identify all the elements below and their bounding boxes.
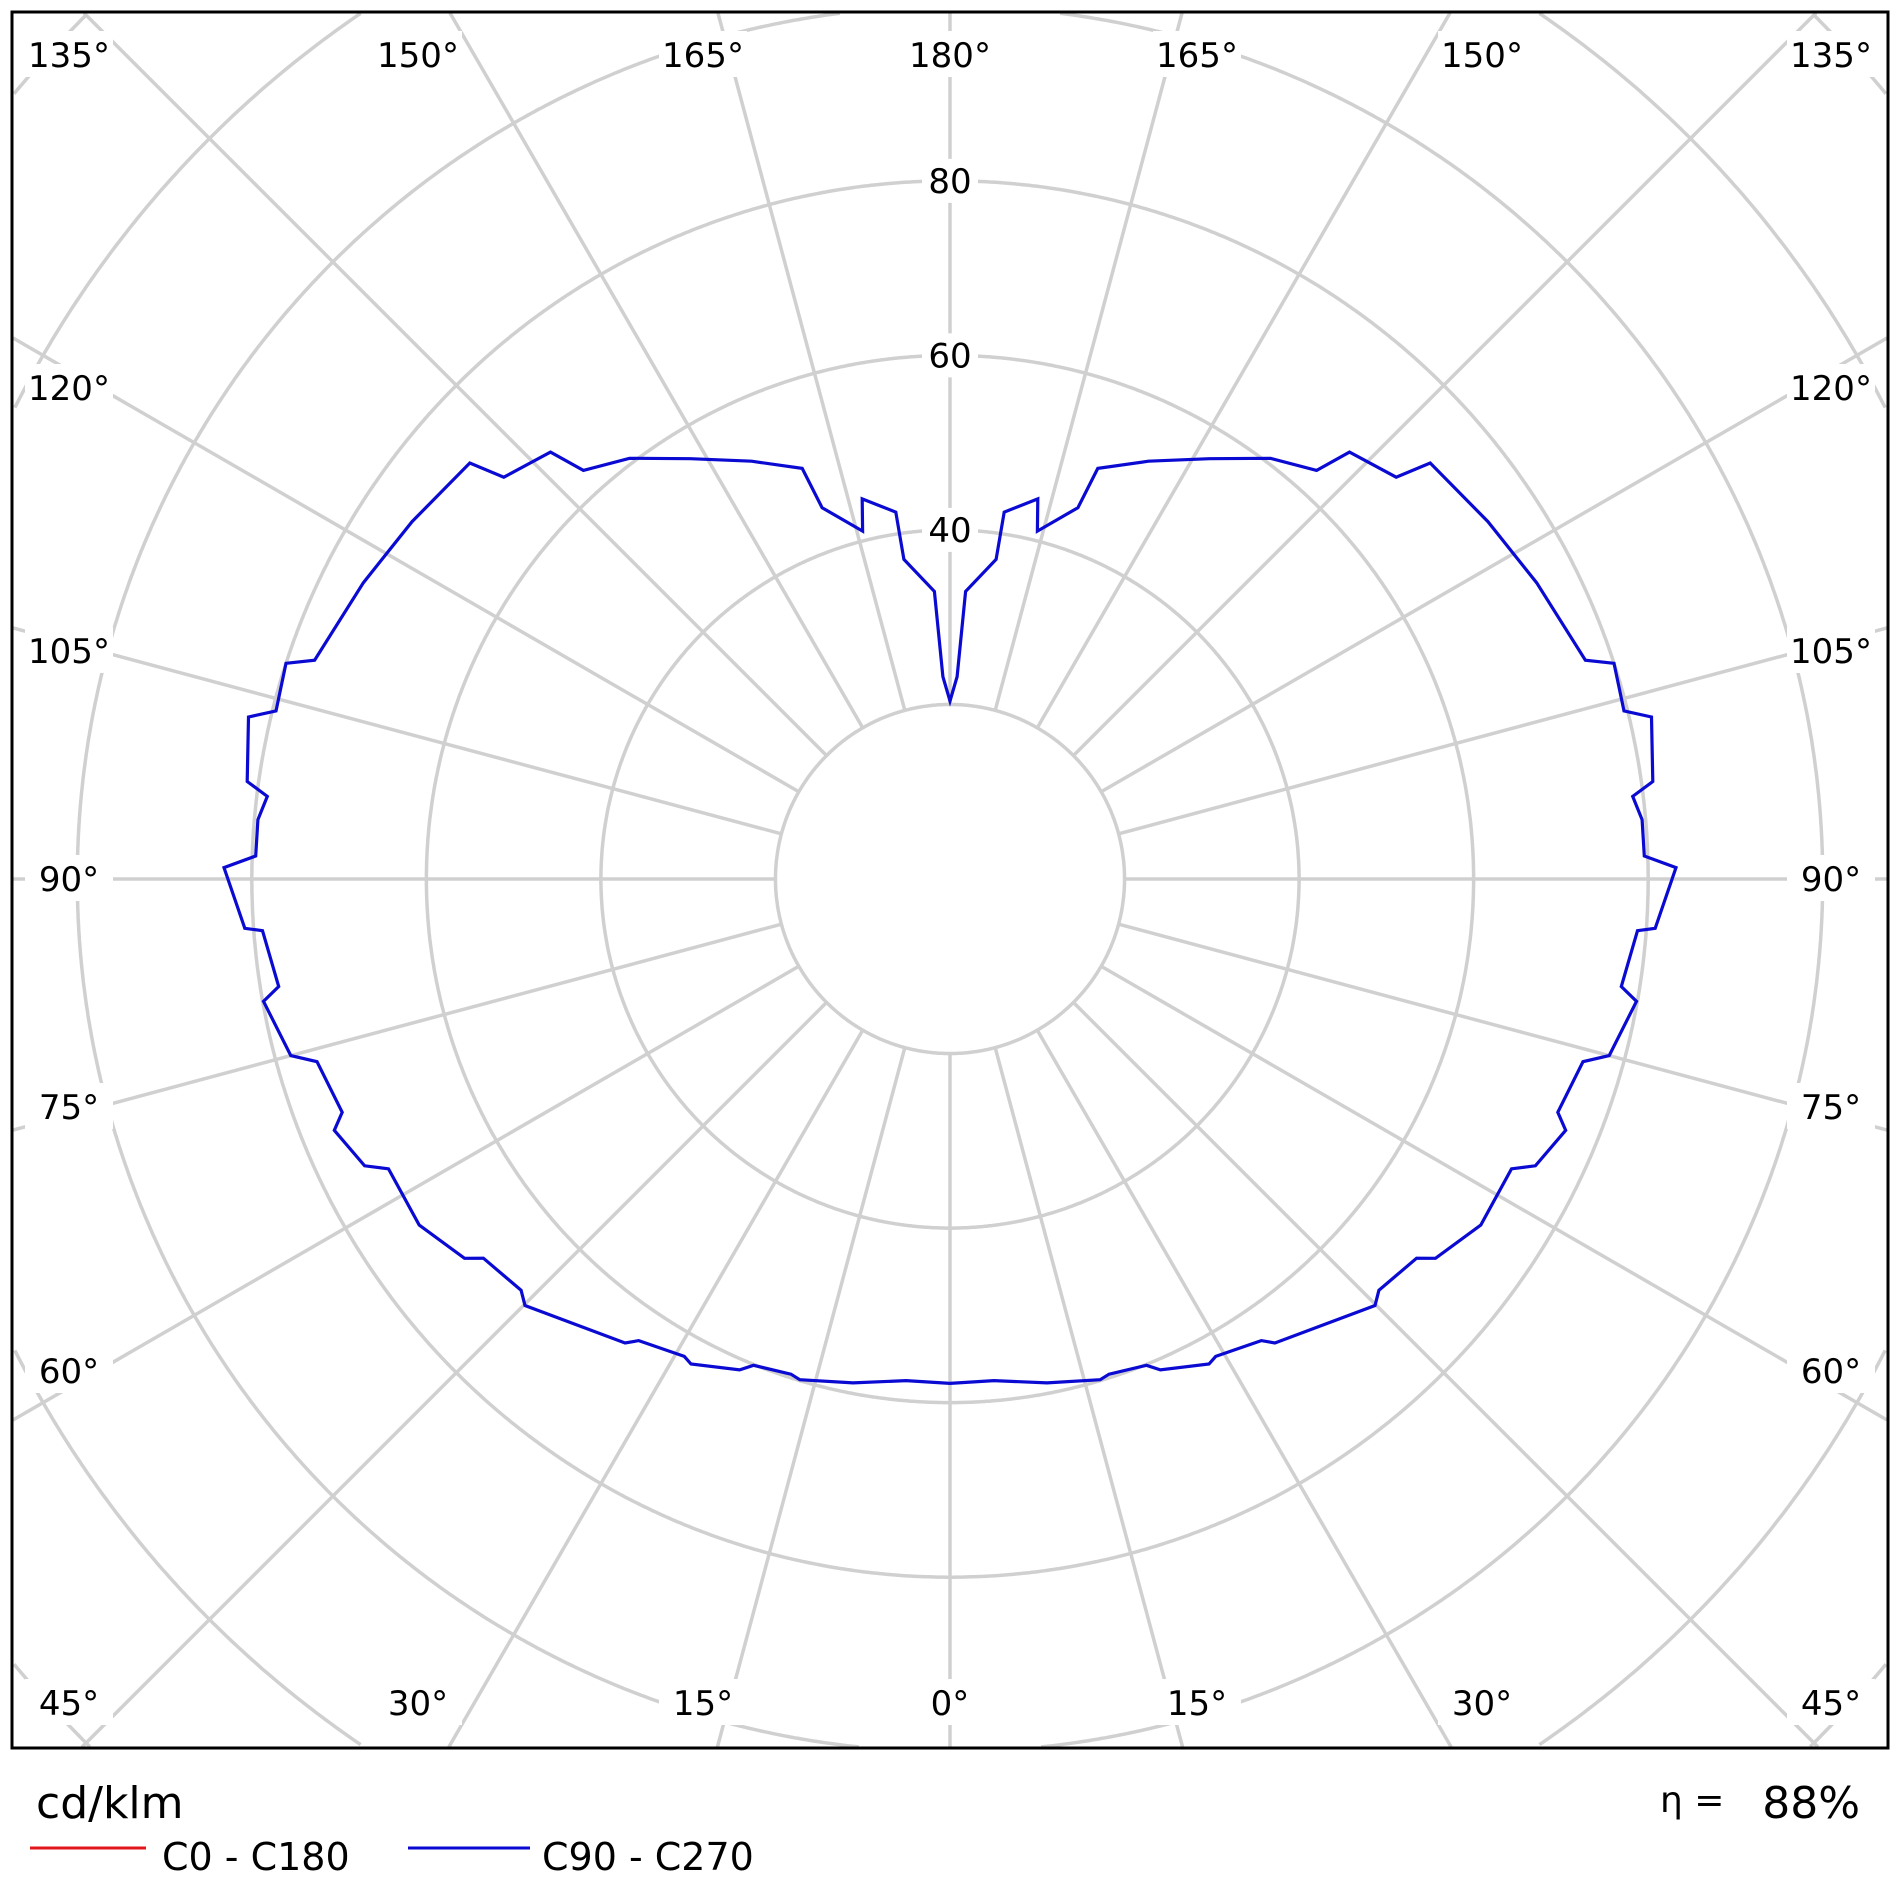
grid-spoke-135	[1072, 11, 1818, 757]
angle-label-bottom: 0°	[931, 1684, 970, 1724]
grid-spoke-105	[1118, 626, 1888, 836]
grid-spoke-45	[80, 1001, 828, 1749]
grid-spoke-15	[993, 1047, 1185, 1748]
grid-spoke-60	[12, 964, 800, 1422]
grid-spoke-120	[1100, 336, 1888, 794]
angle-label-bg	[25, 31, 113, 77]
series-line-1	[221, 450, 1679, 1386]
angle-label-left: 75°	[39, 1088, 99, 1128]
angle-label-bg	[25, 364, 113, 410]
grid-spoke-120	[12, 336, 800, 794]
angle-label-bg	[1787, 364, 1875, 410]
angle-label-bg	[1787, 1679, 1875, 1725]
legend-label-c0-c180: C0 - C180	[162, 1835, 350, 1879]
angle-label-top: 135°	[1790, 36, 1872, 76]
angle-label-bottom: 45°	[39, 1684, 99, 1724]
angle-label-bg	[25, 1347, 113, 1393]
angle-label-bg	[1787, 1083, 1875, 1129]
angle-label-right: 75°	[1801, 1088, 1861, 1128]
angle-label-left: 90°	[39, 860, 99, 900]
angle-label-right: 60°	[1801, 1352, 1861, 1392]
grid-ring-20	[773, 702, 1127, 1056]
efficiency-symbol: η =	[1660, 1780, 1724, 1821]
angle-label-top: 150°	[1441, 36, 1523, 76]
grid-spoke-75	[12, 922, 782, 1132]
angle-labels: 135° 150° 165° 180° 165° 150° 135° 45° 30° 15° 0° 1…	[25, 31, 1875, 1725]
angle-label-top: 180°	[909, 36, 991, 76]
grid-spoke-75	[1118, 922, 1888, 1132]
grid-spoke-60	[1100, 964, 1888, 1422]
angle-label-right: 90°	[1801, 860, 1861, 900]
angle-label-bg	[25, 855, 113, 901]
efficiency-value: 88%	[1762, 1778, 1860, 1829]
grid-spoke-15	[715, 1047, 907, 1748]
radial-tick-label: 80	[928, 162, 971, 202]
angle-label-bg	[25, 627, 113, 673]
angle-label-bg	[1153, 31, 1241, 77]
angle-label-bg	[25, 1679, 113, 1725]
angle-label-bg	[659, 31, 747, 77]
angle-label-bottom: 30°	[388, 1684, 448, 1724]
angle-label-bottom: 15°	[673, 1684, 733, 1724]
plot-frame	[10, 10, 1890, 1750]
angle-label-top: 135°	[28, 36, 110, 76]
grid-spoke-105	[12, 626, 782, 836]
grid-spoke-150	[448, 12, 865, 729]
legend-label-c90-c270: C90 - C270	[542, 1835, 754, 1879]
angle-label-bg	[1787, 1347, 1875, 1393]
grid-spoke-30	[1035, 1029, 1453, 1748]
angle-label-left: 120°	[28, 369, 110, 409]
radial-tick-label: 40	[928, 511, 971, 551]
angle-label-bg	[25, 1083, 113, 1129]
grid-spoke-30	[447, 1029, 865, 1748]
angle-label-bg	[1153, 1679, 1241, 1725]
angle-label-bg	[906, 31, 994, 77]
angle-label-bg	[659, 1679, 747, 1725]
angle-label-right: 105°	[1790, 632, 1872, 672]
angle-label-bottom: 30°	[1452, 1684, 1512, 1724]
radial-label-bg	[922, 158, 978, 203]
grid-spoke-45	[1072, 1001, 1820, 1749]
angle-label-bg	[1438, 1679, 1526, 1725]
angle-label-left: 105°	[28, 632, 110, 672]
radial-label-bg	[922, 507, 978, 552]
polar-grid	[12, 11, 1888, 1749]
angle-label-bg	[1787, 31, 1875, 77]
grid-ring-120	[13, 11, 1887, 1747]
angle-label-left: 60°	[39, 1352, 99, 1392]
grid-spoke-165	[993, 12, 1184, 711]
angle-label-bottom: 15°	[1167, 1684, 1227, 1724]
grid-spoke-135	[82, 11, 828, 757]
angle-label-bg	[374, 1679, 462, 1725]
radial-tick-labels: 80 60 40	[922, 158, 978, 552]
angle-label-bottom: 45°	[1801, 1684, 1861, 1724]
angle-label-top: 150°	[377, 36, 459, 76]
grid-spoke-165	[716, 12, 907, 711]
angle-label-bg	[1787, 627, 1875, 673]
unit-label: cd/klm	[36, 1778, 184, 1829]
radial-tick-label: 60	[928, 336, 971, 376]
curves	[221, 450, 1679, 1386]
radial-label-bg	[922, 333, 978, 378]
angle-label-top: 165°	[1156, 36, 1238, 76]
grid-spoke-150	[1035, 12, 1452, 729]
angle-label-bg	[374, 31, 462, 77]
angle-label-bg	[906, 1679, 994, 1725]
angle-label-right: 120°	[1790, 369, 1872, 409]
angle-label-top: 165°	[662, 36, 744, 76]
angle-label-bg	[1438, 31, 1526, 77]
angle-label-bg	[1787, 855, 1875, 901]
